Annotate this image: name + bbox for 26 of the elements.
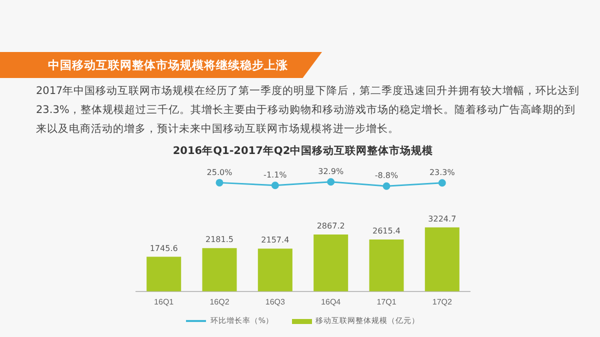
data-label: 32.9% bbox=[318, 166, 344, 176]
data-label: 25.0% bbox=[206, 168, 233, 177]
chart-title: 2016年Q1-2017年Q2中国移动互联网整体市场规模 bbox=[172, 144, 434, 158]
data-label: 2157.4 bbox=[261, 236, 290, 245]
text: 中国移动互联网整体市场规模将继续稳步上涨 bbox=[0, 52, 322, 78]
x-tick-label: 16Q4 bbox=[321, 297, 342, 306]
data-label: 2615.4 bbox=[372, 226, 400, 236]
data-label: -8.8% bbox=[374, 171, 398, 180]
data-label: 2867.2 bbox=[316, 222, 345, 231]
bar bbox=[314, 234, 348, 292]
data-label: 23.3% bbox=[429, 168, 456, 177]
text: 2017年中国移动互联网市场规模在经历了第一季度的明显下降后，第二季度迅速回升并拥有较大增幅，环比达到23.3%，整体规模超过三千亿。其增长主要由于移动购物和移动游戏市场的稳定增长。随着移动广告高峰期的到来以及电商活动的增多，预计未来中国移动互联网市场规模将进一步增长。 bbox=[36, 84, 581, 137]
data-label: 3224.7 bbox=[428, 214, 456, 224]
data-label: 2181.5 bbox=[206, 235, 234, 244]
x-tick-label: 16Q1 bbox=[154, 297, 174, 306]
bar bbox=[146, 256, 182, 292]
bar bbox=[258, 248, 292, 292]
x-tick-label: 17Q2 bbox=[432, 297, 452, 306]
bar bbox=[424, 227, 460, 292]
data-label: -1.1% bbox=[264, 170, 288, 180]
data-label: 1745.6 bbox=[150, 244, 178, 253]
x-tick-label: 17Q1 bbox=[376, 297, 397, 306]
x-tick-label: 16Q2 bbox=[210, 297, 230, 306]
bar bbox=[369, 239, 404, 292]
x-tick-label: 16Q3 bbox=[265, 297, 286, 306]
bar bbox=[202, 248, 237, 292]
